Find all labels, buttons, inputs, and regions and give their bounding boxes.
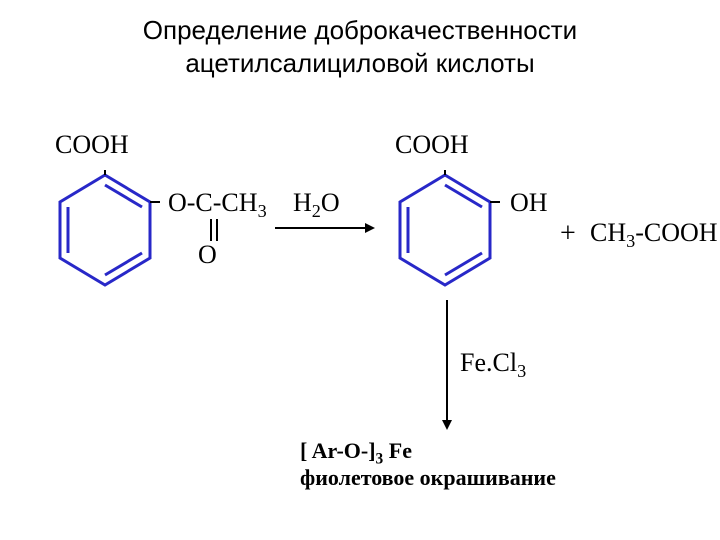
color-note: фиолетовое окрашивание	[300, 465, 556, 491]
reaction-arrow-horizontal	[275, 218, 375, 238]
reactant-benzene	[50, 170, 160, 300]
reaction-arrow-vertical	[437, 300, 457, 430]
complex-formula: [ Ar-O-]3 Fe	[300, 438, 412, 468]
title-line1: Определение доброкачественности	[143, 15, 577, 45]
product-cooh: COOH	[395, 130, 469, 160]
plus-sign: +	[560, 218, 576, 250]
fecl3-label: Fe.Cl3	[460, 348, 526, 382]
reactant-cooh: COOH	[55, 130, 129, 160]
reactant-acetyl: O-C-CH3	[168, 188, 267, 222]
title-line2: ацетилсалициловой кислоты	[185, 48, 534, 78]
product-benzene	[390, 170, 500, 300]
acetic-acid: CH3-COOH	[590, 218, 718, 252]
slide-title: Определение доброкачественности ацетилса…	[0, 0, 720, 79]
carbonyl-o: O	[198, 240, 217, 270]
product-oh: OH	[510, 188, 548, 218]
